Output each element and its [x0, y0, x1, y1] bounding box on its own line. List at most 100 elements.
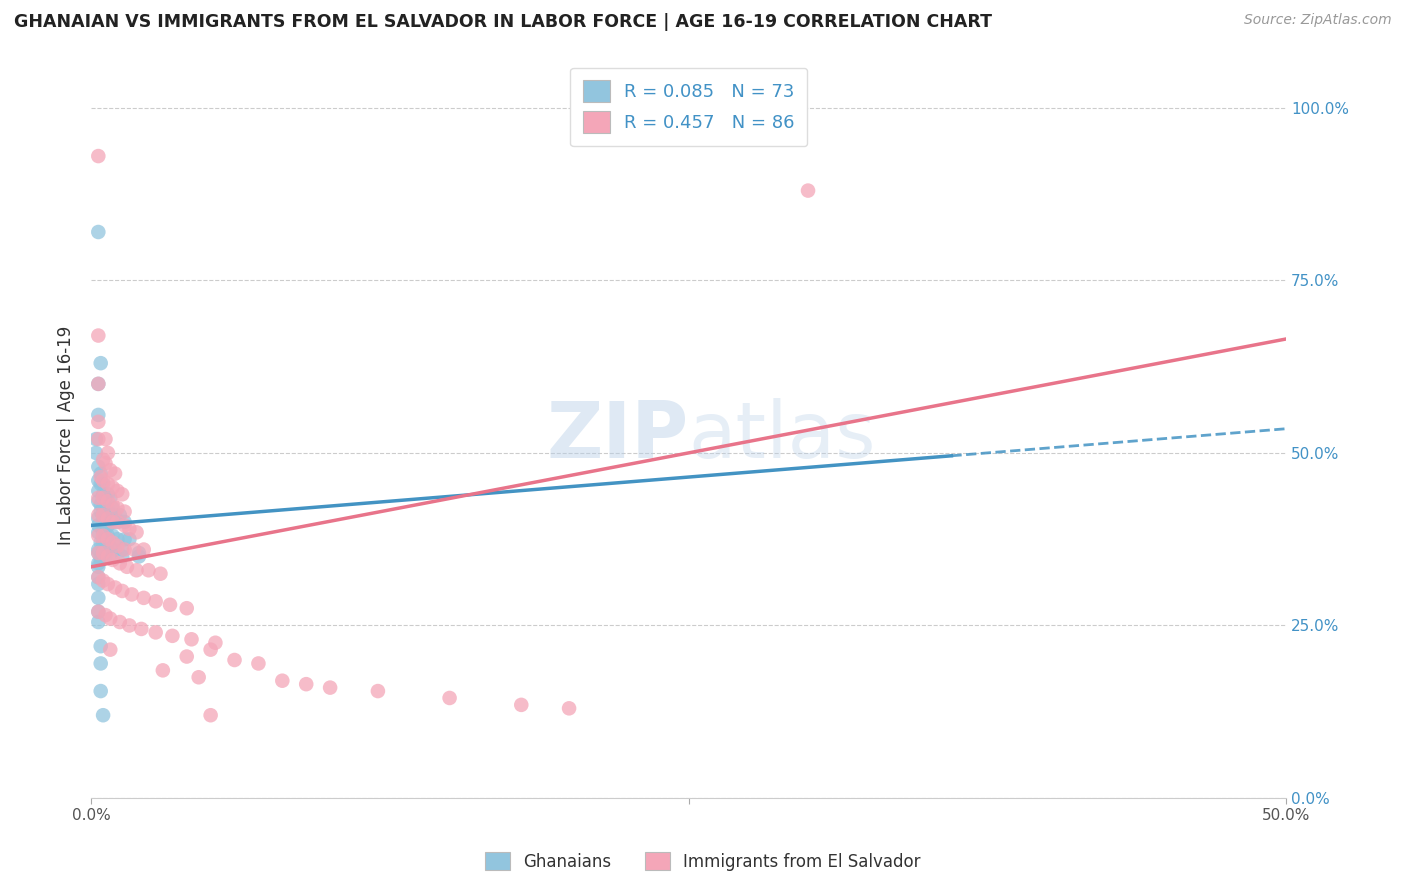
Point: [84, 446, 107, 460]
Point: [87, 570, 110, 584]
Point: [94, 501, 117, 516]
Point: [87, 149, 110, 163]
Point: [84, 432, 107, 446]
Point: [107, 539, 129, 553]
Point: [87, 376, 110, 391]
Point: [115, 559, 138, 574]
Point: [98, 491, 121, 505]
Point: [114, 515, 136, 529]
Point: [118, 522, 141, 536]
Point: [91, 529, 114, 543]
Point: [224, 653, 246, 667]
Point: [97, 577, 120, 591]
Point: [91, 491, 114, 505]
Point: [101, 515, 124, 529]
Point: [149, 566, 172, 581]
Point: [94, 508, 117, 522]
Point: [247, 657, 270, 671]
Point: [125, 525, 148, 540]
Point: [128, 546, 150, 560]
Point: [145, 625, 167, 640]
Point: [94, 456, 117, 470]
Point: [107, 515, 129, 529]
Point: [91, 452, 114, 467]
Point: [125, 563, 148, 577]
Point: [87, 408, 110, 422]
Point: [87, 570, 110, 584]
Point: [107, 515, 129, 529]
Point: [87, 546, 110, 560]
Point: [90, 467, 112, 481]
Point: [87, 508, 110, 522]
Point: [87, 577, 110, 591]
Point: [98, 611, 121, 625]
Point: [510, 698, 533, 712]
Point: [87, 559, 110, 574]
Point: [97, 501, 120, 516]
Point: [200, 642, 222, 657]
Point: [101, 498, 124, 512]
Point: [97, 446, 120, 460]
Point: [104, 508, 127, 522]
Point: [87, 518, 110, 533]
Point: [98, 642, 121, 657]
Point: [87, 483, 110, 498]
Point: [91, 535, 114, 549]
Point: [91, 518, 114, 533]
Point: [87, 546, 110, 560]
Point: [114, 518, 136, 533]
Point: [138, 563, 160, 577]
Point: [97, 511, 120, 525]
Point: [94, 529, 117, 543]
Point: [132, 542, 155, 557]
Point: [98, 539, 121, 553]
Point: [118, 618, 141, 632]
Point: [91, 542, 114, 557]
Point: [104, 581, 127, 595]
Point: [104, 542, 127, 557]
Point: [94, 432, 117, 446]
Point: [104, 467, 127, 481]
Point: [176, 649, 198, 664]
Point: [145, 594, 167, 608]
Point: [122, 542, 145, 557]
Point: [108, 557, 131, 571]
Point: [98, 463, 121, 477]
Point: [101, 480, 124, 494]
Point: [114, 532, 136, 546]
Point: [91, 508, 114, 522]
Point: [101, 535, 124, 549]
Point: [87, 605, 110, 619]
Point: [87, 415, 110, 429]
Point: [111, 549, 134, 564]
Point: [111, 487, 134, 501]
Point: [87, 459, 110, 474]
Point: [87, 474, 110, 488]
Point: [91, 487, 114, 501]
Point: [87, 542, 110, 557]
Point: [101, 501, 124, 516]
Point: [111, 542, 134, 557]
Point: [91, 708, 114, 723]
Point: [108, 508, 131, 522]
Point: [97, 494, 120, 508]
Point: [87, 225, 110, 239]
Point: [94, 546, 117, 560]
Point: [128, 549, 150, 564]
Point: [107, 483, 129, 498]
Point: [108, 615, 131, 629]
Point: [797, 184, 820, 198]
Point: [90, 657, 112, 671]
Point: [558, 701, 581, 715]
Point: [90, 684, 112, 698]
Point: [91, 474, 114, 488]
Point: [132, 591, 155, 605]
Point: [97, 477, 120, 491]
Point: [90, 477, 112, 491]
Point: [367, 684, 389, 698]
Point: [107, 532, 129, 546]
Point: [121, 587, 143, 601]
Point: [439, 690, 461, 705]
Point: [90, 553, 112, 567]
Point: [271, 673, 294, 688]
